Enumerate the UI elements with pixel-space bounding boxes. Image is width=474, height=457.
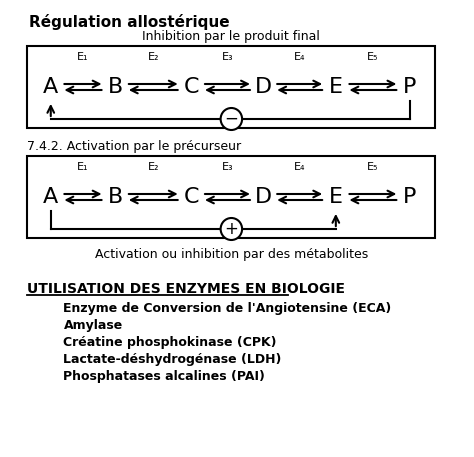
Text: Créatine phosphokinase (CPK): Créatine phosphokinase (CPK) bbox=[64, 336, 277, 349]
Text: A: A bbox=[43, 187, 58, 207]
Text: Lactate-déshydrogénase (LDH): Lactate-déshydrogénase (LDH) bbox=[64, 353, 282, 366]
Text: A: A bbox=[43, 77, 58, 97]
Text: P: P bbox=[403, 187, 417, 207]
Text: B: B bbox=[108, 77, 123, 97]
Circle shape bbox=[220, 108, 242, 130]
Text: E₅: E₅ bbox=[367, 52, 379, 62]
Text: Activation ou inhibition par des métabolites: Activation ou inhibition par des métabol… bbox=[95, 248, 368, 261]
Text: E₃: E₃ bbox=[222, 162, 233, 172]
Bar bbox=[27, 156, 436, 238]
Text: P: P bbox=[403, 77, 417, 97]
Text: 7.4.2. Activation par le précurseur: 7.4.2. Activation par le précurseur bbox=[27, 140, 241, 153]
Text: Phosphatases alcalines (PAI): Phosphatases alcalines (PAI) bbox=[64, 370, 265, 383]
Circle shape bbox=[220, 218, 242, 240]
Text: D: D bbox=[255, 77, 272, 97]
Text: −: − bbox=[224, 110, 238, 128]
Text: Amylase: Amylase bbox=[64, 319, 123, 332]
Bar bbox=[27, 46, 436, 128]
Text: E₂: E₂ bbox=[147, 52, 159, 62]
Text: D: D bbox=[255, 187, 272, 207]
Text: E: E bbox=[329, 77, 343, 97]
Text: E₄: E₄ bbox=[294, 162, 305, 172]
Text: E₂: E₂ bbox=[147, 162, 159, 172]
Text: E₃: E₃ bbox=[222, 52, 233, 62]
Text: E₁: E₁ bbox=[77, 162, 89, 172]
Text: B: B bbox=[108, 187, 123, 207]
Text: E₄: E₄ bbox=[294, 52, 305, 62]
Text: UTILISATION DES ENZYMES EN BIOLOGIE: UTILISATION DES ENZYMES EN BIOLOGIE bbox=[27, 282, 346, 296]
Text: Régulation allostérique: Régulation allostérique bbox=[29, 14, 230, 30]
Text: C: C bbox=[183, 187, 199, 207]
Text: +: + bbox=[224, 220, 238, 238]
Text: C: C bbox=[183, 77, 199, 97]
Text: Inhibition par le produit final: Inhibition par le produit final bbox=[142, 30, 320, 43]
Text: Enzyme de Conversion de l'Angiotensine (ECA): Enzyme de Conversion de l'Angiotensine (… bbox=[64, 302, 392, 315]
Text: E₁: E₁ bbox=[77, 52, 89, 62]
Text: E: E bbox=[329, 187, 343, 207]
Text: E₅: E₅ bbox=[367, 162, 379, 172]
